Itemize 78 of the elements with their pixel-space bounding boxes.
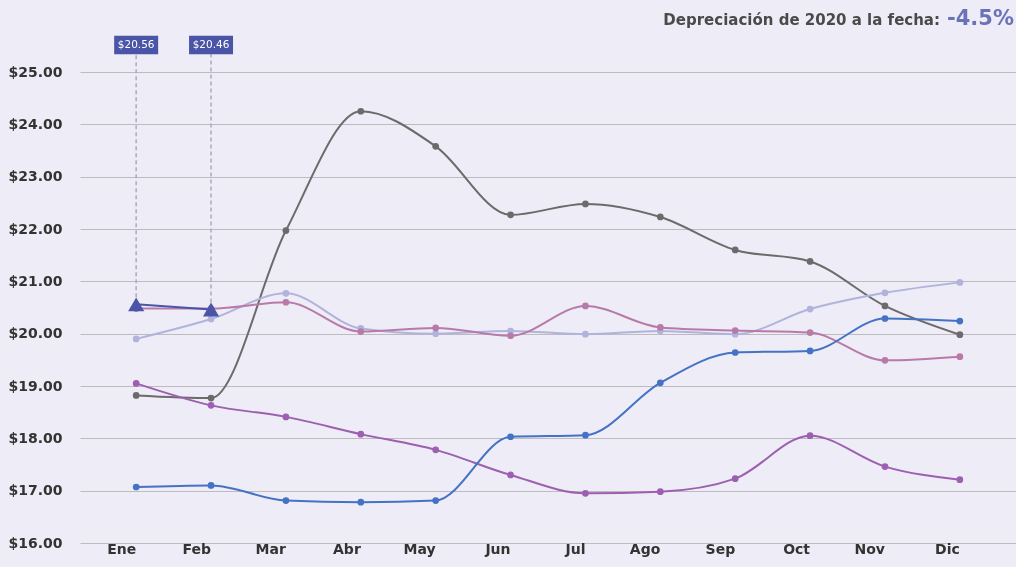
point: [132, 483, 140, 491]
point: [282, 290, 290, 297]
point: [507, 471, 514, 479]
x-tick-label: Ene: [107, 540, 137, 557]
y-tick-label: $24.00: [8, 115, 63, 132]
point: [731, 475, 739, 482]
point: [656, 379, 664, 387]
y-tick-label: $21.00: [8, 272, 63, 289]
point: [432, 330, 440, 338]
y-tick-label: $18.00: [8, 429, 63, 446]
point: [582, 302, 589, 310]
point: [132, 392, 140, 399]
point: [881, 302, 889, 310]
x-tick-label: Jul: [564, 540, 586, 557]
point: [132, 380, 140, 387]
point: [357, 430, 365, 438]
point: [507, 332, 514, 340]
point: [507, 211, 514, 219]
point: [432, 446, 440, 454]
x-tick-label: Sep: [705, 540, 736, 557]
x-tick-label: Mar: [255, 540, 286, 557]
x-tick-label: Jun: [484, 540, 511, 557]
x-tick-label: Feb: [182, 540, 212, 557]
point: [507, 433, 514, 441]
x-tick-label: Abr: [333, 540, 361, 557]
point: [881, 357, 889, 364]
point: [956, 331, 964, 339]
x-tick-label: Oct: [783, 540, 811, 557]
point: [731, 349, 739, 356]
y-tick-label: $25.00: [8, 63, 63, 80]
point: [207, 394, 215, 402]
point: [881, 289, 889, 297]
point: [806, 305, 814, 313]
point: [132, 335, 140, 343]
x-tick-label: Nov: [854, 540, 885, 557]
text: -4.5%: [947, 6, 1014, 30]
point: [282, 413, 290, 421]
point: [582, 431, 589, 439]
point: [956, 476, 964, 484]
x-tick-label: May: [403, 540, 436, 557]
point: [656, 324, 664, 331]
point: [731, 246, 739, 254]
x-tick-label: Ago: [629, 540, 661, 557]
y-tick-label: $17.00: [8, 482, 63, 499]
point: [582, 200, 589, 208]
point: [806, 432, 814, 440]
point: [282, 497, 290, 504]
point: [432, 142, 440, 150]
point: [956, 279, 964, 286]
x-tick-label: Dic: [935, 540, 960, 557]
point: [956, 353, 964, 361]
point: [656, 488, 664, 496]
point: [582, 489, 589, 497]
chart-title: Depreciación de 2020 a la fecha:: [663, 11, 940, 29]
point: [582, 330, 589, 338]
point: [207, 402, 215, 409]
point: [806, 258, 814, 265]
y-tick-label: $16.00: [8, 534, 63, 551]
point: [282, 298, 290, 306]
point: [731, 327, 739, 334]
point: [432, 497, 440, 504]
point: [432, 324, 440, 332]
point: [806, 347, 814, 355]
point: [881, 463, 889, 470]
y-tick-label: $20.00: [8, 325, 63, 342]
point: [881, 315, 889, 322]
point: [357, 107, 365, 115]
y-tick-label: $19.00: [8, 377, 63, 394]
point: [656, 213, 664, 221]
y-tick-label: $23.00: [8, 168, 63, 185]
data-label: $20.56: [117, 38, 155, 50]
point: [207, 482, 215, 489]
data-label: $20.46: [192, 38, 230, 50]
y-tick-label: $22.00: [8, 220, 63, 237]
point: [956, 317, 964, 325]
point: [357, 498, 365, 506]
point: [282, 227, 290, 234]
point: [806, 329, 814, 336]
